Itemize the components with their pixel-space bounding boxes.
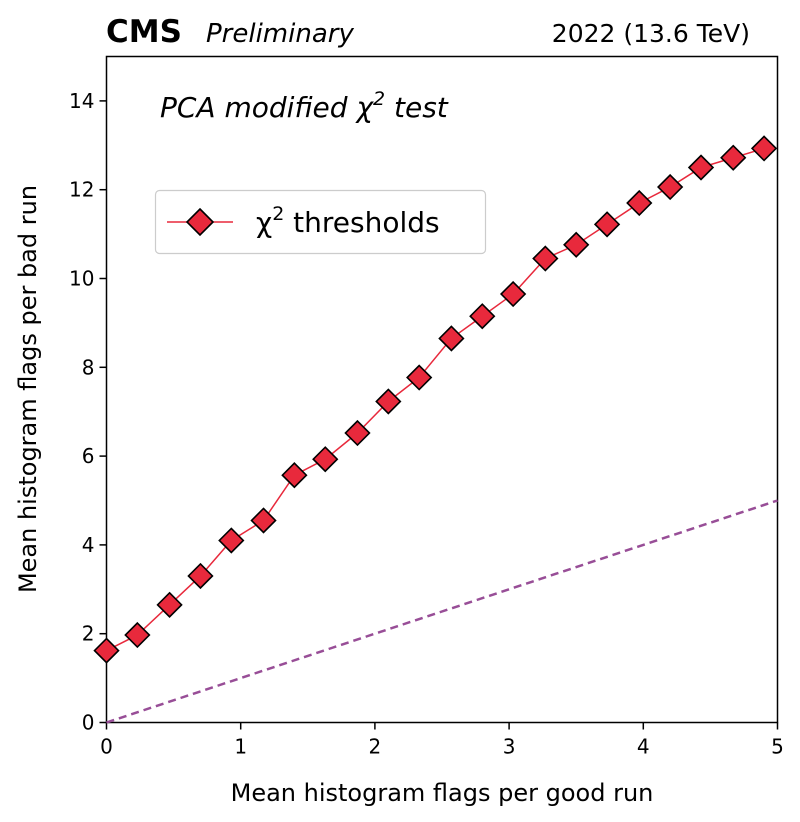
y-axis: 0 2 4 6 8 10 12 14 — [69, 89, 107, 735]
y-tick-label-8: 8 — [82, 355, 95, 379]
legend: χ2 thresholds — [154, 189, 487, 255]
data-point — [375, 388, 402, 415]
y-tick-label-2: 2 — [82, 622, 95, 646]
x-tick-label-1: 1 — [234, 735, 247, 759]
data-point — [687, 154, 715, 181]
legend-box — [154, 189, 487, 255]
y-tick-label-6: 6 — [82, 444, 95, 468]
preliminary-label: Preliminary — [206, 19, 354, 49]
y-tick-label-0: 0 — [82, 711, 95, 735]
data-point — [499, 280, 527, 308]
cms-label: CMS — [106, 14, 182, 50]
y-tick-label-4: 4 — [82, 533, 95, 557]
y-tick-label-14: 14 — [69, 89, 94, 113]
data-point — [406, 364, 433, 391]
data-point — [532, 245, 559, 272]
x-tick-label-3: 3 — [503, 735, 516, 759]
test-annotation: PCA modified χ2 test — [160, 88, 449, 124]
energy-label: 2022 (13.6 TeV) — [552, 19, 750, 48]
x-tick-label-4: 4 — [637, 735, 650, 759]
data-point — [469, 303, 496, 330]
data-point — [593, 211, 621, 238]
data-point — [563, 231, 590, 258]
legend-entry-label: χ2 thresholds — [256, 203, 440, 239]
x-tick-label-0: 0 — [100, 735, 113, 759]
data-point — [312, 446, 339, 473]
reference-line — [106, 499, 778, 724]
legend-marker — [185, 207, 215, 237]
y-tick-label-12: 12 — [69, 178, 94, 202]
plot-frame — [105, 55, 779, 724]
data-point — [187, 562, 214, 590]
x-axis-label: Mean histogram flags per good run — [231, 779, 654, 807]
data-point — [281, 462, 308, 489]
x-axis: 0 1 2 3 4 5 — [100, 722, 784, 759]
x-tick-label-2: 2 — [369, 735, 382, 759]
y-axis-label: Mean histogram flags per bad run — [14, 185, 42, 593]
data-point — [626, 189, 653, 217]
data-point — [93, 637, 120, 664]
data-point — [218, 527, 245, 554]
series-line-chi2 — [106, 147, 765, 652]
data-point — [344, 419, 371, 447]
series-layer — [93, 135, 778, 724]
data-point — [720, 144, 747, 171]
data-point — [438, 325, 465, 352]
data-point — [156, 591, 183, 618]
data-point — [657, 173, 684, 201]
x-tick-label-5: 5 — [771, 735, 784, 759]
data-point — [250, 507, 277, 534]
data-point — [124, 621, 151, 649]
y-tick-label-10: 10 — [69, 267, 94, 291]
data-point — [750, 135, 778, 162]
